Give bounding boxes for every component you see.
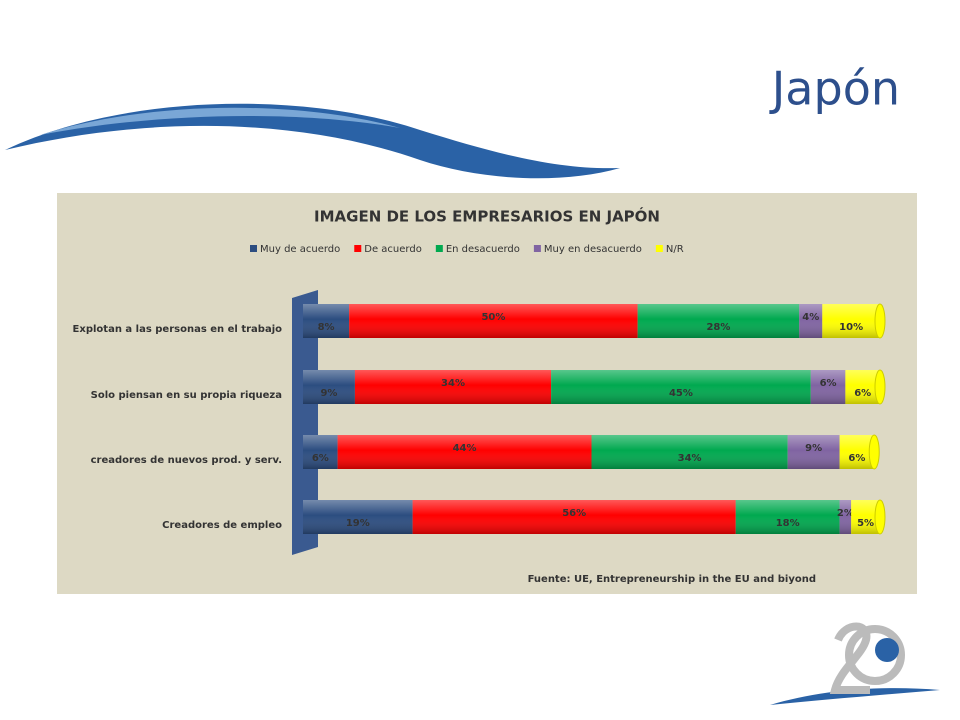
legend-swatch [533,245,541,252]
category-label: Solo piensan en su propia riqueza [91,390,282,401]
category-label: Explotan a las personas en el trabajo [73,324,283,335]
data-label: 28% [706,322,730,333]
data-label: 6% [312,453,329,464]
bar-shine [787,435,840,469]
bar-shine [637,304,800,338]
legend-swatch [655,245,663,252]
data-label: 18% [776,518,800,529]
bar-cap [874,303,886,339]
data-label: 50% [481,312,505,323]
data-label: 10% [839,322,863,333]
legend-label: Muy de acuerdo [260,244,340,255]
bar-shine [412,500,736,534]
bar-shine [354,370,552,404]
axis-wall [292,290,318,555]
bar-shine [337,435,592,469]
bar-shine [839,500,852,534]
bar-shine [839,435,875,469]
bar-shine [303,435,338,469]
data-label: 6% [848,453,865,464]
data-label: 2% [837,508,854,519]
bar-shine [303,370,355,404]
category-label: creadores de nuevos prod. y serv. [91,455,282,466]
bar-shine [349,304,638,338]
bar-shine [735,500,840,534]
legend-swatch [250,245,257,252]
bar-shine [799,304,823,338]
source: Fuente: UE, Entrepreneurship in the EU a… [528,574,816,585]
bar-shine [591,435,788,469]
legend-label: En desacuerdo [446,244,520,255]
data-label: 5% [857,518,874,529]
slide-title: Japón [769,62,900,116]
data-label: 44% [453,443,477,454]
bar-shine [303,304,350,338]
bar-shine [551,370,811,404]
data-label: 9% [320,388,337,399]
data-label: 4% [802,312,819,323]
bar-cap [874,369,886,405]
bar-shine [822,304,880,338]
legend-label: Muy en desacuerdo [544,244,642,255]
category-label: Creadores de empleo [162,520,282,531]
logo [770,622,940,705]
data-label: 34% [678,453,702,464]
legend-swatch [435,245,443,252]
swoosh [5,103,620,179]
legend-swatch [354,245,362,252]
data-label: 8% [318,322,335,333]
data-label: 56% [562,508,586,519]
bar-cap [868,434,880,470]
bar-shine [845,370,880,404]
chart-title: IMAGEN DE LOS EMPRESARIOS EN JAPÓN [314,207,660,226]
data-label: 6% [820,378,837,389]
data-label: 6% [854,388,871,399]
data-label: 45% [669,388,693,399]
data-label: 34% [441,378,465,389]
bar-shine [303,500,413,534]
bar-cap [874,499,886,535]
bar-shine [810,370,846,404]
legend-label: De acuerdo [364,244,422,255]
data-label: 19% [346,518,370,529]
legend-label: N/R [666,244,684,255]
data-label: 9% [805,443,822,454]
